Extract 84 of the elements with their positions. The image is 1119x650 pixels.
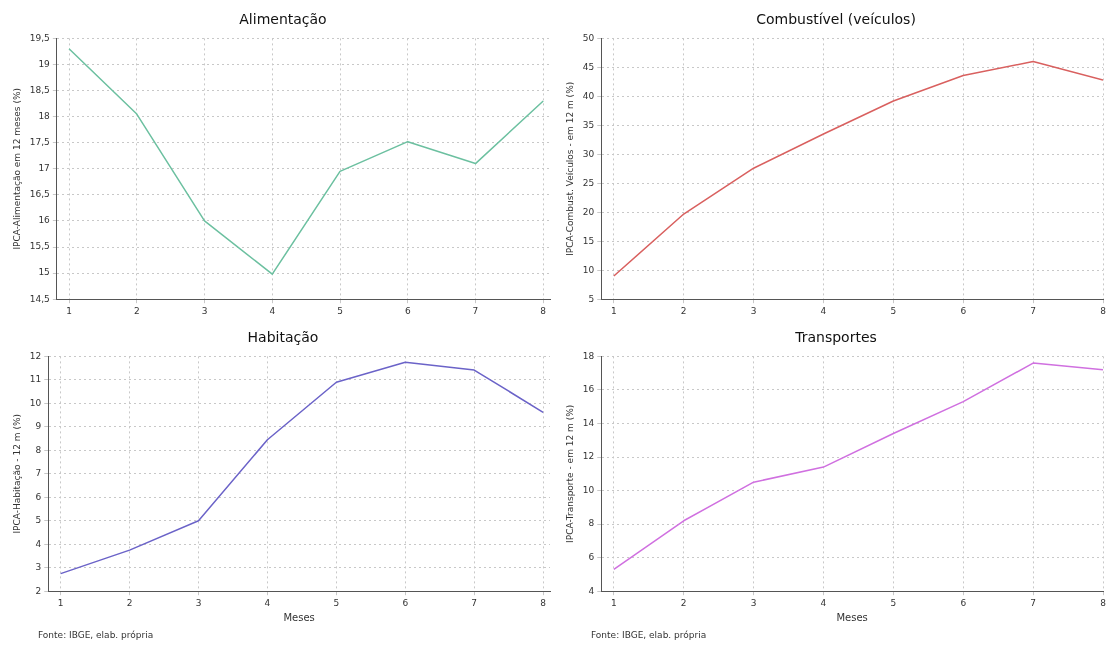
y-tick-label: 18 bbox=[38, 110, 51, 121]
y-axis-title: IPCA-Habitação - 12 m (%) bbox=[11, 414, 22, 534]
y-tick-label: 12 bbox=[582, 451, 595, 462]
x-tick-label: 1 bbox=[610, 305, 617, 316]
x-tick-label: 6 bbox=[960, 597, 967, 608]
y-tick-label: 35 bbox=[582, 119, 595, 130]
y-tick-label: 7 bbox=[35, 468, 42, 479]
y-tick-label: 5 bbox=[35, 515, 42, 526]
x-tick-label: 2 bbox=[680, 597, 687, 608]
y-tick-label: 10 bbox=[29, 397, 42, 408]
y-tick-label: 8 bbox=[588, 518, 595, 529]
x-tick-label: 7 bbox=[471, 597, 478, 608]
y-tick-label: 19,5 bbox=[29, 32, 50, 43]
x-tick-label: 4 bbox=[269, 305, 276, 316]
y-tick-label: 16 bbox=[582, 384, 595, 395]
y-tick-label: 3 bbox=[35, 562, 42, 573]
chart-title: Habitação bbox=[246, 328, 320, 347]
source-note: Fonte: IBGE, elab. própria bbox=[38, 630, 154, 640]
chart-title: Transportes bbox=[794, 328, 878, 347]
y-tick-label: 10 bbox=[582, 264, 595, 275]
x-tick-label: 5 bbox=[890, 597, 897, 608]
y-tick-label: 12 bbox=[29, 350, 42, 361]
x-tick-label: 5 bbox=[890, 305, 897, 316]
x-axis-title: Meses bbox=[836, 611, 868, 623]
y-tick-label: 9 bbox=[35, 421, 42, 432]
x-tick-label: 7 bbox=[1030, 305, 1036, 316]
y-tick-label: 15,5 bbox=[29, 241, 50, 252]
y-tick-label: 4 bbox=[588, 585, 595, 596]
y-tick-label: 14 bbox=[582, 417, 595, 428]
x-tick-label: 8 bbox=[540, 597, 547, 608]
chart-title: Alimentação bbox=[238, 10, 328, 29]
x-tick-label: 5 bbox=[333, 597, 340, 608]
y-tick-label: 30 bbox=[582, 148, 595, 159]
x-tick-label: 2 bbox=[126, 597, 133, 608]
y-axis-title: IPCA-Combust. Veículos - em 12 m (%) bbox=[564, 81, 575, 256]
y-tick-label: 17 bbox=[38, 163, 50, 174]
y-tick-label: 19 bbox=[38, 58, 51, 69]
x-tick-label: 3 bbox=[750, 597, 757, 608]
y-tick-label: 6 bbox=[588, 552, 595, 562]
x-tick-label: 8 bbox=[1100, 597, 1107, 608]
y-tick-label: 15 bbox=[582, 235, 595, 246]
x-tick-label: 1 bbox=[610, 597, 617, 608]
x-tick-label: 2 bbox=[133, 305, 140, 316]
y-tick-label: 2 bbox=[35, 585, 42, 596]
y-tick-label: 20 bbox=[582, 206, 595, 217]
y-tick-label: 8 bbox=[35, 444, 42, 455]
x-tick-label: 4 bbox=[820, 597, 827, 608]
source-note: Fonte: IBGE, elab. própria bbox=[591, 630, 707, 640]
y-axis-title: IPCA-Alimentação em 12 meses (%) bbox=[11, 88, 22, 250]
y-tick-label: 25 bbox=[582, 177, 595, 188]
x-tick-label: 3 bbox=[750, 305, 757, 316]
x-axis-title: Meses bbox=[283, 611, 315, 623]
y-tick-label: 11 bbox=[29, 374, 42, 385]
x-tick-label: 8 bbox=[540, 305, 547, 316]
y-tick-label: 10 bbox=[582, 484, 595, 495]
y-tick-label: 15 bbox=[38, 267, 50, 278]
y-tick-label: 50 bbox=[582, 32, 595, 43]
x-tick-label: 5 bbox=[337, 305, 343, 316]
y-tick-label: 45 bbox=[582, 61, 595, 72]
y-tick-label: 6 bbox=[35, 491, 42, 502]
x-tick-label: 6 bbox=[402, 597, 409, 608]
x-tick-label: 2 bbox=[680, 305, 687, 316]
x-tick-label: 6 bbox=[960, 305, 967, 316]
x-tick-label: 3 bbox=[195, 597, 202, 608]
y-tick-label: 18,5 bbox=[29, 84, 50, 95]
y-tick-label: 4 bbox=[35, 538, 42, 549]
y-tick-label: 5 bbox=[588, 293, 595, 304]
y-tick-label: 16 bbox=[38, 215, 51, 226]
y-axis-title: IPCA-Transporte - em 12 m (%) bbox=[564, 404, 575, 543]
x-tick-label: 8 bbox=[1100, 305, 1107, 316]
x-tick-label: 1 bbox=[66, 305, 72, 316]
x-tick-label: 4 bbox=[820, 305, 827, 316]
x-tick-label: 7 bbox=[1030, 597, 1036, 608]
y-tick-label: 40 bbox=[582, 90, 595, 101]
x-tick-label: 6 bbox=[404, 305, 411, 316]
x-tick-label: 3 bbox=[201, 305, 208, 316]
y-tick-label: 18 bbox=[582, 350, 595, 361]
x-tick-label: 7 bbox=[472, 305, 479, 316]
y-tick-label: 17,5 bbox=[29, 137, 50, 148]
y-tick-label: 14,5 bbox=[29, 293, 50, 304]
x-tick-label: 4 bbox=[264, 597, 271, 608]
y-tick-label: 16,5 bbox=[29, 189, 50, 200]
chart-title: Combustível (veículos) bbox=[755, 10, 917, 29]
x-tick-label: 1 bbox=[57, 597, 64, 608]
